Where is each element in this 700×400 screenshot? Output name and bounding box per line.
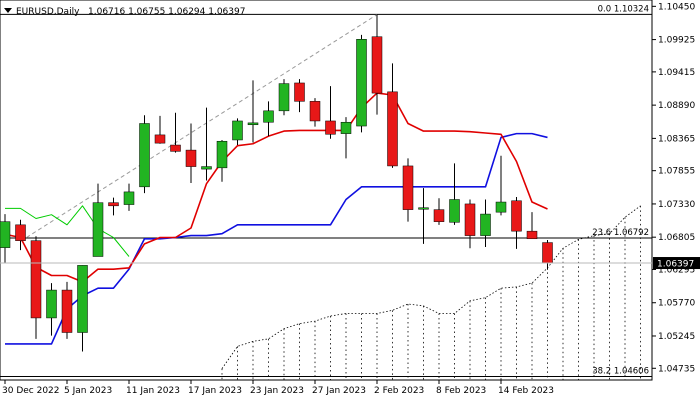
x-axis: 30 Dec 2022 5 Jan 2023 11 Jan 2023 17 Jan 2… (2, 380, 554, 396)
candle-body-5 (77, 265, 88, 333)
candle-body-8 (123, 191, 135, 205)
candle-body-3 (46, 289, 57, 319)
fibonacci-layer: 0.0 1.10324 23.6 1.06792 38.2 1.04606 (0, 4, 652, 377)
candle-body-6 (92, 202, 104, 257)
candle-body-22 (340, 121, 352, 134)
x-tick-label-3: 17 Jan 2023 (188, 386, 242, 396)
candle-body-16 (247, 122, 259, 126)
current-price-label: 1.06397 (657, 260, 694, 270)
y-tick-label-11: 1.04735 (658, 364, 695, 374)
y-axis: 1.10450 1.09925 1.09415 1.08890 1.08365 1.078… (652, 2, 700, 374)
candle-body-2 (30, 240, 42, 319)
fib-level-label-1: 23.6 1.06792 (592, 228, 649, 238)
y-tick-label-8: 1.06295 (658, 265, 695, 275)
candle-body-7 (108, 202, 119, 207)
current-price-box (653, 257, 700, 270)
candle-body-24 (371, 36, 383, 94)
x-tick-label-4: 23 Jan 2023 (250, 386, 304, 396)
candle-body-0 (0, 221, 11, 248)
candle-body-32 (495, 201, 507, 213)
candle-body-25 (387, 91, 398, 167)
candle-body-27 (418, 207, 429, 210)
fib-level-label-2: 38.2 1.04606 (592, 366, 649, 376)
candle-body-31 (480, 213, 491, 236)
candle-body-4 (61, 289, 73, 333)
green-indicator-line (5, 205, 130, 257)
candle-body-20 (309, 101, 321, 122)
red-indicator-line (4, 92, 548, 283)
candle-body-34 (526, 230, 538, 240)
candle-body-17 (263, 110, 274, 123)
candle-body-29 (449, 199, 460, 223)
y-tick-label-1: 1.09925 (658, 36, 695, 46)
cloud-layer (221, 205, 641, 380)
candle-body-28 (433, 209, 445, 222)
x-tick-label-7: 8 Feb 2023 (436, 386, 486, 396)
candle-body-35 (542, 242, 553, 264)
x-tick-label-1: 5 Jan 2023 (64, 386, 112, 396)
plot-area (0, 0, 653, 381)
indicator-lines-layer (4, 92, 548, 345)
y-tick-label-2: 1.09415 (658, 68, 695, 78)
candle-body-21 (325, 120, 336, 135)
fib-level-label-0: 0.0 1.10324 (598, 4, 649, 14)
trendline-layer (20, 14, 378, 242)
trendline (20, 14, 378, 242)
candle-body-12 (185, 149, 197, 167)
y-tick-label-6: 1.07330 (658, 200, 695, 210)
candle-body-26 (402, 165, 414, 210)
chart-header: EURUSD,Daily 1.06716 1.06755 1.06294 1.0… (4, 7, 245, 17)
candle-body-13 (201, 166, 212, 170)
y-tick-label-9: 1.05770 (658, 299, 695, 309)
y-tick-label-0: 1.10450 (658, 2, 695, 12)
candle-body-30 (464, 203, 476, 236)
candle-body-9 (139, 123, 150, 188)
y-tick-label-7: 1.06805 (658, 233, 695, 243)
candle-body-10 (154, 134, 166, 144)
candle-body-11 (170, 144, 181, 152)
x-tick-label-0: 30 Dec 2022 (2, 386, 60, 396)
candle-body-33 (511, 200, 522, 232)
y-tick-label-3: 1.08890 (658, 101, 695, 111)
x-tick-label-6: 2 Feb 2023 (374, 386, 424, 396)
candles-layer (0, 14, 553, 352)
candle-body-15 (232, 120, 243, 141)
x-tick-label-8: 14 Feb 2023 (498, 386, 554, 396)
chart-ohlc: 1.06716 1.06755 1.06294 1.06397 (88, 7, 245, 17)
y-tick-label-10: 1.05245 (658, 332, 695, 342)
candle-body-1 (15, 224, 26, 241)
candle-body-23 (356, 39, 367, 127)
y-tick-label-4: 1.08365 (658, 134, 695, 144)
candle-body-14 (216, 140, 228, 169)
blue-indicator-line (5, 132, 548, 345)
x-tick-label-5: 27 Jan 2023 (312, 386, 366, 396)
x-tick-label-2: 11 Jan 2023 (126, 386, 180, 396)
candle-body-18 (278, 83, 290, 112)
chart-symbol: EURUSD,Daily (16, 7, 80, 17)
y-tick-label-5: 1.07855 (658, 167, 695, 177)
candle-body-19 (294, 82, 305, 102)
dropdown-arrow-icon[interactable] (4, 8, 12, 13)
